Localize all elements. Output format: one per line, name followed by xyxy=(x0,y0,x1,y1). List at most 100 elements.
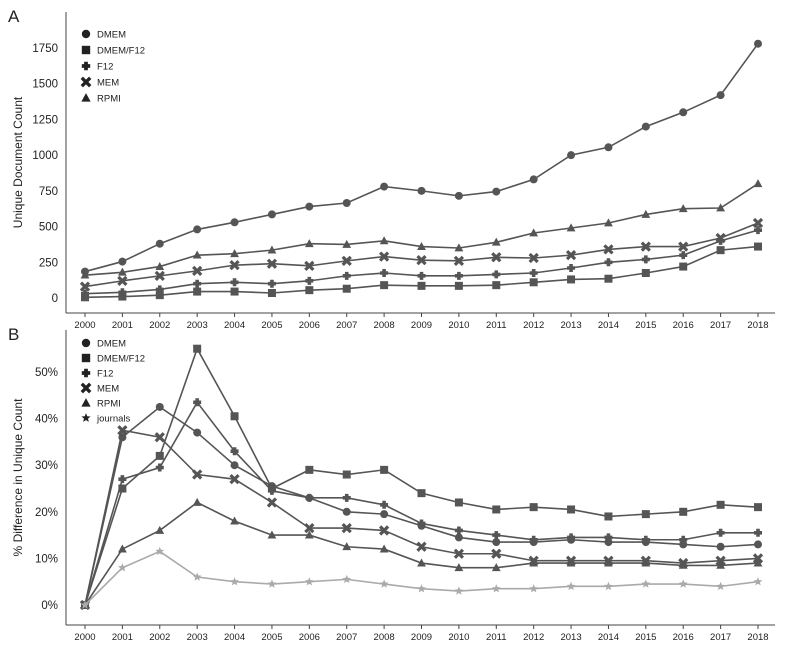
data-point xyxy=(229,474,240,485)
data-point xyxy=(454,533,463,542)
data-point xyxy=(454,243,464,252)
data-point xyxy=(715,232,726,244)
x-tick-label: 2012 xyxy=(523,632,544,643)
panel-label: A xyxy=(8,7,20,26)
x-tick-label: 2005 xyxy=(261,320,282,331)
data-point xyxy=(678,560,688,569)
data-point xyxy=(80,600,90,609)
data-point xyxy=(529,228,539,237)
data-point xyxy=(491,584,501,593)
data-point xyxy=(305,493,314,502)
x-tick-label: 2011 xyxy=(486,632,506,643)
data-point xyxy=(679,262,688,271)
legend-label: MEM xyxy=(97,78,119,89)
data-point xyxy=(492,281,501,290)
data-point xyxy=(304,530,314,539)
legend-marker-f12 xyxy=(81,368,91,378)
data-point xyxy=(678,241,689,252)
data-point xyxy=(604,274,613,283)
data-point xyxy=(229,260,240,271)
data-point xyxy=(753,558,763,567)
x-tick-label: 2011 xyxy=(486,320,506,331)
legend-label: DMEM xyxy=(97,339,126,350)
legend-marker-f12 xyxy=(81,61,91,71)
data-point xyxy=(417,489,426,498)
data-point xyxy=(454,526,463,535)
data-point xyxy=(155,451,164,460)
y-tick-label: 1750 xyxy=(32,43,58,55)
data-point xyxy=(230,461,239,470)
data-point xyxy=(341,255,352,266)
series-dmem-f12 xyxy=(81,344,762,609)
legend-label: F12 xyxy=(97,369,113,380)
legend-label: DMEM/F12 xyxy=(97,354,145,365)
data-point xyxy=(604,512,613,521)
data-point xyxy=(715,555,726,566)
data-point xyxy=(380,510,389,519)
x-tick-label: 2013 xyxy=(560,320,581,331)
data-point xyxy=(417,519,426,528)
data-point xyxy=(529,535,538,544)
data-point xyxy=(192,250,202,259)
data-point xyxy=(155,285,164,294)
x-tick-label: 2007 xyxy=(336,320,357,331)
data-point xyxy=(155,463,164,472)
data-point xyxy=(305,465,314,474)
series-f12 xyxy=(81,398,762,609)
x-tick-label: 2018 xyxy=(747,320,768,331)
data-point xyxy=(679,535,688,544)
x-tick-label: 2014 xyxy=(598,632,619,643)
x-tick-label: 2006 xyxy=(299,320,320,331)
data-point xyxy=(342,271,351,280)
y-tick-label: 1000 xyxy=(32,150,58,162)
data-point xyxy=(193,225,202,234)
data-point xyxy=(155,261,165,270)
data-point xyxy=(304,239,314,248)
x-tick-label: 2017 xyxy=(710,320,731,331)
data-point xyxy=(567,264,576,273)
data-point xyxy=(454,191,463,200)
series-rpmi xyxy=(80,179,763,279)
data-point xyxy=(491,252,502,263)
data-point xyxy=(491,563,501,572)
data-point xyxy=(417,584,426,593)
data-point xyxy=(753,179,763,188)
data-point xyxy=(378,525,390,536)
data-point xyxy=(567,151,576,160)
data-point xyxy=(529,503,538,512)
data-point xyxy=(454,271,463,280)
data-point xyxy=(193,398,202,407)
data-point xyxy=(118,484,127,493)
data-point xyxy=(566,558,576,567)
data-point xyxy=(155,402,164,411)
data-point xyxy=(453,255,465,266)
data-point xyxy=(267,279,276,288)
series-mem xyxy=(79,217,764,292)
data-point xyxy=(230,287,239,296)
data-point xyxy=(754,528,762,537)
data-point xyxy=(604,143,613,152)
data-point xyxy=(679,507,688,516)
data-point xyxy=(716,246,725,255)
data-point xyxy=(417,281,426,290)
data-point xyxy=(567,275,576,284)
y-tick-label: 50% xyxy=(35,367,58,379)
data-point xyxy=(118,257,127,266)
series-mem xyxy=(79,425,764,611)
data-point xyxy=(193,279,202,288)
data-point xyxy=(491,237,501,246)
x-tick-label: 2002 xyxy=(149,632,170,643)
legend-label: journals xyxy=(96,414,131,425)
x-tick-label: 2015 xyxy=(635,320,656,331)
data-point xyxy=(640,241,651,252)
legend-marker-mem xyxy=(80,76,92,88)
data-point xyxy=(267,210,276,219)
data-point xyxy=(342,199,351,207)
data-point xyxy=(193,344,202,353)
legend-marker-dmem-f12 xyxy=(81,45,91,55)
data-point xyxy=(193,287,202,296)
data-point xyxy=(416,255,427,266)
data-point xyxy=(118,288,127,297)
data-point xyxy=(380,182,389,191)
data-point xyxy=(641,255,650,264)
